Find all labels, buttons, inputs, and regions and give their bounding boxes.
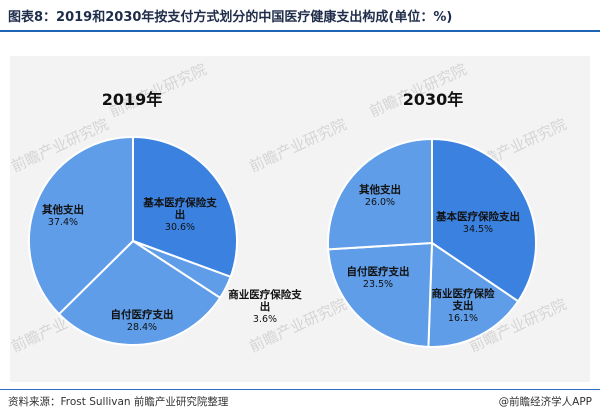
pie-title: 2019年 [102,90,163,109]
pie-slice [431,137,537,303]
slice-category-label: 出 [175,208,186,221]
slice-category-label: 商业医疗保险支 [228,288,302,301]
slice-category-label: 其他支出 [359,183,401,196]
pie-slice [132,135,238,279]
footer-divider [0,389,600,390]
slice-value-label: 16.1% [448,313,478,324]
slice-category-label: 其他支出 [42,203,84,216]
pie-slice [57,239,222,346]
slice-value-label: 3.6% [253,314,277,325]
pie-chart-1: 2019年基本医疗保险支出30.6%商业医疗保险支出3.6%自付医疗支出28.4… [28,90,302,346]
slice-value-label: 23.5% [363,279,393,290]
slice-value-label: 28.4% [127,322,157,333]
pie-slice [327,137,433,251]
pie-slice [427,241,520,348]
slice-category-label: 自付医疗支出 [347,265,410,278]
slice-category-label: 基本医疗保险支出 [435,210,520,223]
slice-category-label: 支出 [452,299,474,312]
slice-value-label: 26.0% [365,197,395,208]
watermark-text: 前瞻产业研究院 [246,115,349,176]
pie-slice [327,241,434,348]
pie-title: 2030年 [403,90,464,109]
slice-value-label: 34.5% [463,224,493,235]
slice-value-label: 37.4% [48,217,78,228]
title-divider [0,30,600,32]
slice-category-label: 基本医疗保险支 [142,196,217,209]
brand-credit: @前瞻经济学人APP [498,396,592,408]
slice-category-label: 自付医疗支出 [111,308,174,321]
slice-category-label: 出 [260,300,271,313]
chart-title: 图表8：2019和2030年按支付方式划分的中国医疗健康支出构成(单位：%) [8,10,453,25]
slice-category-label: 商业医疗保险 [432,287,495,300]
slice-value-label: 30.6% [165,222,195,233]
pie-slice [28,135,134,316]
source-note: 资料来源：Frost Sullivan 前瞻产业研究院整理 [8,396,229,408]
